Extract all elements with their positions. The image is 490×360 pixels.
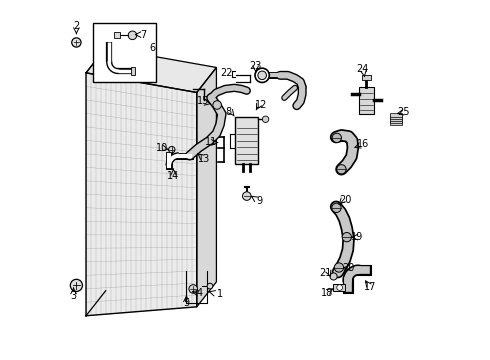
Text: 21: 21 [319,268,332,278]
Circle shape [337,165,346,174]
Text: 16: 16 [357,139,369,149]
Circle shape [71,279,82,292]
Bar [114,32,120,38]
Text: 11: 11 [205,138,217,148]
Circle shape [72,38,81,47]
Text: 1: 1 [217,289,223,299]
Text: 3: 3 [71,291,76,301]
Text: 9: 9 [256,197,262,206]
Circle shape [337,285,343,291]
Bar [333,284,345,291]
Text: 17: 17 [364,282,376,292]
Circle shape [342,233,351,242]
Text: 24: 24 [356,64,368,74]
Text: 18: 18 [321,288,333,297]
Polygon shape [197,67,217,307]
Text: 7: 7 [140,30,147,40]
Text: 14: 14 [168,171,180,181]
Text: 23: 23 [249,61,262,71]
Bar [131,67,135,75]
Circle shape [189,285,197,293]
Circle shape [332,203,341,212]
Text: 25: 25 [398,107,410,117]
Text: 22: 22 [220,68,233,78]
Bar [390,117,402,121]
Text: 12: 12 [255,100,267,110]
Circle shape [258,71,267,80]
Circle shape [213,101,221,109]
Bar [362,75,371,80]
Circle shape [243,192,251,201]
Text: 15: 15 [197,96,210,107]
Text: 10: 10 [156,143,168,153]
Text: 19: 19 [351,232,364,242]
Circle shape [169,147,175,153]
Bar [390,115,402,119]
Bar [93,23,156,82]
Circle shape [334,263,343,272]
Circle shape [255,68,270,82]
Text: 20: 20 [339,195,351,204]
Bar [390,113,402,117]
Polygon shape [86,73,197,316]
Text: 4: 4 [197,288,203,298]
Text: 2: 2 [74,21,79,31]
Polygon shape [86,48,217,93]
Circle shape [262,116,269,122]
Bar [390,120,402,125]
Bar [390,118,402,123]
Bar [359,87,374,114]
Bar [235,117,258,164]
Text: 20: 20 [343,262,355,273]
Circle shape [330,273,337,280]
Polygon shape [86,73,197,316]
Circle shape [128,31,137,40]
Text: 13: 13 [198,154,210,163]
Circle shape [332,133,342,143]
Text: 8: 8 [226,107,232,117]
Text: 6: 6 [149,43,155,53]
Circle shape [207,283,213,289]
Text: 5: 5 [183,298,190,308]
